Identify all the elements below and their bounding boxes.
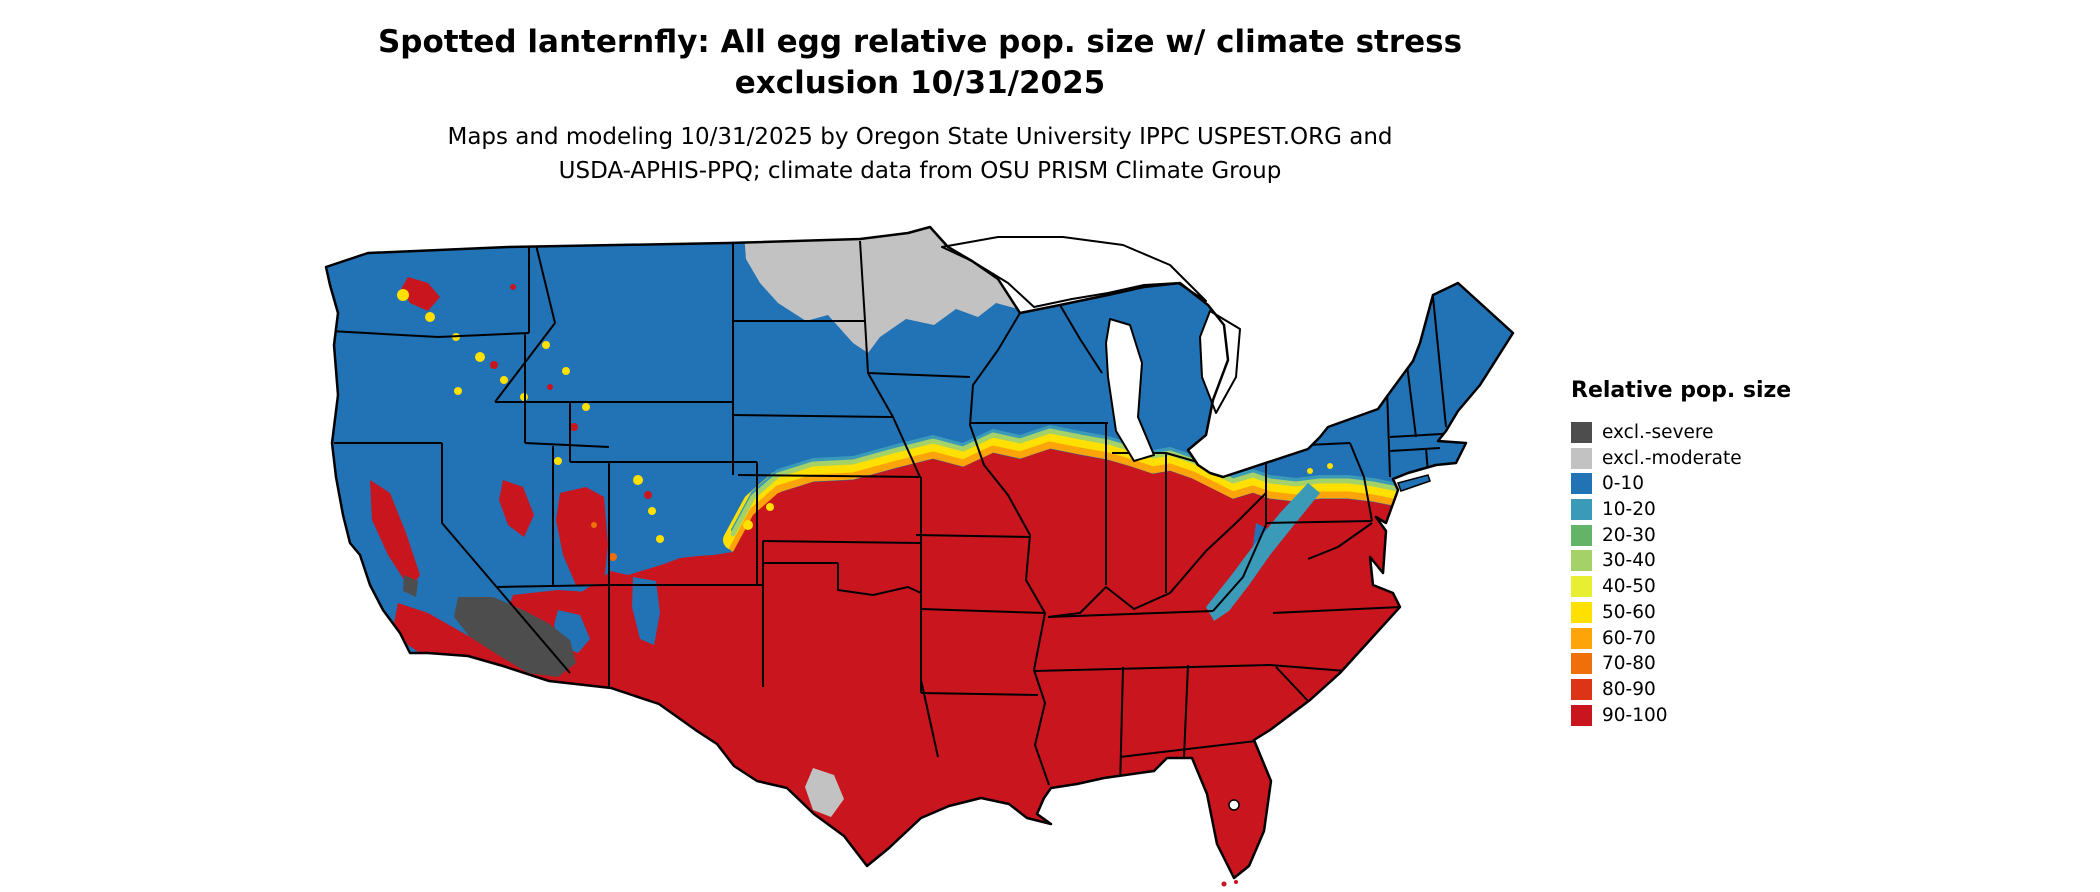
- legend-item: 60-70: [1571, 627, 1871, 649]
- legend-swatch: [1571, 499, 1592, 521]
- us-map: [324, 225, 1515, 887]
- map-patch-red-washington: [401, 277, 440, 311]
- legend-item-label: 50-60: [1602, 601, 1656, 623]
- lake-okeechobee: [1228, 799, 1240, 811]
- legend-swatch: [1571, 447, 1592, 469]
- legend-item-label: 40-50: [1602, 576, 1656, 598]
- map-container: [308, 225, 1533, 890]
- map-band-green: [730, 428, 1401, 537]
- legend-swatch: [1571, 653, 1592, 675]
- title-line-1: Spotted lanternfly: All egg relative pop…: [377, 24, 1463, 60]
- legend-item: 80-90: [1571, 678, 1871, 700]
- legend-swatch: [1571, 524, 1592, 546]
- legend-item-label: excl.-moderate: [1602, 447, 1742, 469]
- map-speckles-red: [415, 282, 652, 499]
- map-patch-excl-severe-ca: [403, 575, 418, 597]
- map-patch-red-nevada: [499, 480, 534, 537]
- legend-items: excl.-severe excl.-moderate 0-10 10-20 20-30…: [1571, 422, 1871, 726]
- map-region-excl-moderate: [743, 227, 1018, 353]
- subtitle-line-1: Maps and modeling 10/31/2025 by Oregon S…: [447, 124, 1393, 150]
- state-borders: [329, 240, 1459, 790]
- legend-item: 10-20: [1571, 499, 1871, 521]
- legend-swatch: [1571, 678, 1592, 700]
- legend-swatch: [1571, 550, 1592, 572]
- legend-swatch: [1571, 627, 1592, 649]
- map-band-orange: [729, 441, 1402, 552]
- map-band-yellow: [723, 427, 1408, 550]
- florida-keys: [1221, 880, 1238, 887]
- title-line-2: exclusion 10/31/2025: [734, 65, 1106, 101]
- map-speckles-yellow: [397, 289, 1333, 543]
- page-subtitle: Maps and modeling 10/31/2025 by Oregon S…: [0, 120, 1840, 188]
- legend-swatch: [1571, 576, 1592, 598]
- legend-swatch: [1571, 704, 1592, 726]
- legend-item-label: 10-20: [1602, 499, 1656, 521]
- legend-item: excl.-moderate: [1571, 447, 1871, 469]
- legend-item: 0-10: [1571, 473, 1871, 495]
- legend-item-label: 0-10: [1602, 473, 1644, 495]
- page-title: Spotted lanternfly: All egg relative pop…: [0, 22, 1840, 104]
- legend-swatch: [1571, 422, 1592, 443]
- legend-item: 50-60: [1571, 601, 1871, 623]
- map-band-teal: [731, 425, 1400, 532]
- legend-item: 40-50: [1571, 576, 1871, 598]
- legend-item-label: 60-70: [1602, 627, 1656, 649]
- map-speckles-orange: [591, 522, 617, 561]
- lake-michigan: [1105, 318, 1155, 462]
- legend-title: Relative pop. size: [1571, 378, 1792, 403]
- long-island: [1397, 474, 1431, 492]
- map-patch-red-utah: [556, 487, 608, 585]
- legend: Relative pop. size excl.-severe excl.-mod…: [1571, 378, 1871, 730]
- legend-item: 30-40: [1571, 550, 1871, 572]
- map-patch-excl-moderate-texas: [805, 768, 844, 817]
- map-region-high-pop: [549, 449, 1400, 878]
- legend-item: excl.-severe: [1571, 422, 1871, 443]
- legend-item-label: excl.-severe: [1602, 422, 1714, 443]
- legend-item-label: 90-100: [1602, 704, 1668, 726]
- map-region-excl-severe: [454, 597, 576, 677]
- legend-item-label: 70-80: [1602, 653, 1656, 675]
- lake-huron: [1199, 310, 1241, 414]
- map-patch-blue-new-mexico: [632, 577, 660, 645]
- map-patch-red-central-valley: [370, 480, 420, 589]
- legend-item-label: 30-40: [1602, 550, 1656, 572]
- title-block: Spotted lanternfly: All egg relative pop…: [0, 22, 1840, 188]
- legend-item-label: 20-30: [1602, 524, 1656, 546]
- legend-swatch: [1571, 473, 1592, 495]
- legend-item: 90-100: [1571, 704, 1871, 726]
- us-outline: [324, 225, 1515, 880]
- legend-item: 70-80: [1571, 653, 1871, 675]
- legend-swatch: [1571, 601, 1592, 623]
- subtitle-line-2: USDA-APHIS-PPQ; climate data from OSU PR…: [558, 158, 1282, 184]
- legend-item-label: 80-90: [1602, 678, 1656, 700]
- legend-item: 20-30: [1571, 524, 1871, 546]
- map-patch-red-socal: [394, 603, 538, 681]
